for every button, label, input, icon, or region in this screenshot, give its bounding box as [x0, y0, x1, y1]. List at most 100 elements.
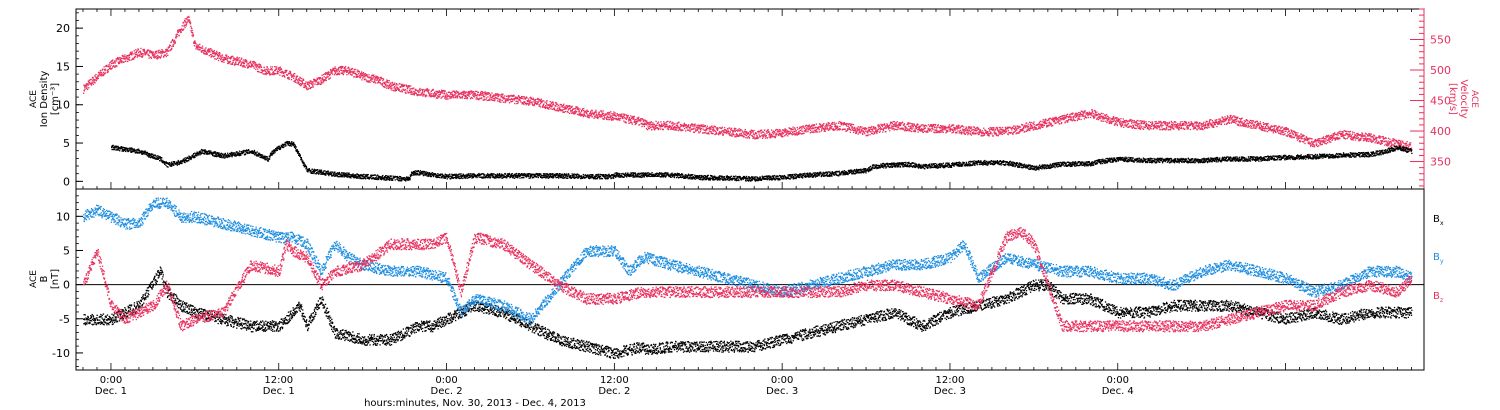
velocity-series-point [631, 118, 632, 119]
velocity-series-point [716, 133, 717, 134]
velocity-series-point [1139, 127, 1140, 128]
velocity-series-point [475, 93, 476, 94]
velocity-series-point [115, 62, 116, 63]
velocity-series-point [983, 133, 984, 134]
velocity-series-point [1120, 124, 1121, 125]
velocity-series-point [375, 78, 376, 79]
velocity-series-point [915, 131, 916, 132]
velocity-series-point [110, 65, 111, 66]
velocity-series-point [985, 130, 986, 131]
velocity-series-point [784, 135, 785, 136]
velocity-series-point [1000, 128, 1001, 129]
velocity-series-point [783, 133, 784, 134]
velocity-series-point [678, 130, 679, 131]
velocity-series-point [241, 58, 242, 59]
velocity-series-point [937, 126, 938, 127]
velocity-series-point [975, 128, 976, 129]
velocity-series-point [1129, 125, 1130, 126]
velocity-series-point [936, 130, 937, 131]
velocity-series-point [575, 108, 576, 109]
velocity-series-point [711, 131, 712, 132]
velocity-series-point [1049, 121, 1050, 122]
velocity-series-point [414, 94, 415, 95]
velocity-series-point [781, 133, 782, 134]
velocity-series-point [275, 73, 276, 74]
velocity-series-point [1074, 115, 1075, 116]
velocity-series-point [413, 88, 414, 89]
velocity-series-point [259, 71, 260, 72]
velocity-series-point [436, 94, 437, 95]
velocity-series-point [941, 131, 942, 132]
velocity-series-point [1149, 129, 1150, 130]
velocity-series-point [523, 104, 524, 105]
velocity-series-point [375, 82, 376, 83]
velocity-series-point [658, 122, 659, 123]
velocity-series-point [589, 117, 590, 118]
velocity-series-point [402, 91, 403, 92]
velocity-series-point [1008, 134, 1009, 135]
velocity-series-point [586, 110, 587, 111]
velocity-series-point [713, 133, 714, 134]
velocity-series-point [1156, 121, 1157, 122]
velocity-series-point [94, 75, 95, 76]
velocity-series-point [694, 132, 695, 133]
velocity-series-point [178, 32, 179, 33]
velocity-series-point [607, 112, 608, 113]
velocity-series-point [963, 126, 964, 127]
velocity-series-point [361, 79, 362, 80]
velocity-series-point [585, 115, 586, 116]
velocity-series-point [329, 75, 330, 76]
velocity-series-point [902, 122, 903, 123]
velocity-series-point [939, 127, 940, 128]
velocity-series-point [1033, 127, 1034, 128]
velocity-series-point [550, 104, 551, 105]
velocity-series-point [904, 123, 905, 124]
velocity-series-point [861, 126, 862, 127]
velocity-series-point [124, 56, 125, 57]
velocity-series-point [1012, 134, 1013, 135]
velocity-series-point [775, 135, 776, 136]
velocity-series-point [1045, 121, 1046, 122]
velocity-series-point [621, 114, 622, 115]
velocity-series-point [312, 82, 313, 83]
velocity-series-point [431, 93, 432, 94]
velocity-series-point [711, 125, 712, 126]
velocity-series-point [1079, 119, 1080, 120]
velocity-series-point [1007, 128, 1008, 129]
velocity-series-point [1043, 122, 1044, 123]
velocity-series-point [462, 94, 463, 95]
velocity-series-point [91, 84, 92, 85]
velocity-series-point [575, 110, 576, 111]
velocity-series-point [420, 90, 421, 91]
velocity-series-point [386, 85, 387, 86]
velocity-series-point [793, 129, 794, 130]
velocity-series-point [894, 121, 895, 122]
velocity-series-point [1106, 118, 1107, 119]
velocity-series-point [670, 126, 671, 127]
velocity-series-point [399, 91, 400, 92]
velocity-series-point [750, 134, 751, 135]
velocity-series-point [331, 72, 332, 73]
velocity-series-point [771, 129, 772, 130]
velocity-series-point [210, 48, 211, 49]
velocity-series-point [826, 128, 827, 129]
velocity-series-point [512, 101, 513, 102]
velocity-series-point [702, 132, 703, 133]
velocity-series-point [737, 131, 738, 132]
velocity-series-point [1079, 116, 1080, 117]
velocity-series-point [359, 71, 360, 72]
velocity-series-point [396, 83, 397, 84]
velocity-series-point [175, 41, 176, 42]
velocity-series-point [338, 73, 339, 74]
velocity-series-point [896, 129, 897, 130]
velocity-series-point [700, 129, 701, 130]
velocity-series-point [588, 111, 589, 112]
velocity-series-point [287, 75, 288, 76]
velocity-series-point [111, 68, 112, 69]
velocity-series-point [1114, 120, 1115, 121]
velocity-series-point [169, 47, 170, 48]
velocity-series-point [1113, 116, 1114, 117]
velocity-series-point [853, 132, 854, 133]
velocity-series-point [476, 95, 477, 96]
velocity-series-point [631, 122, 632, 123]
